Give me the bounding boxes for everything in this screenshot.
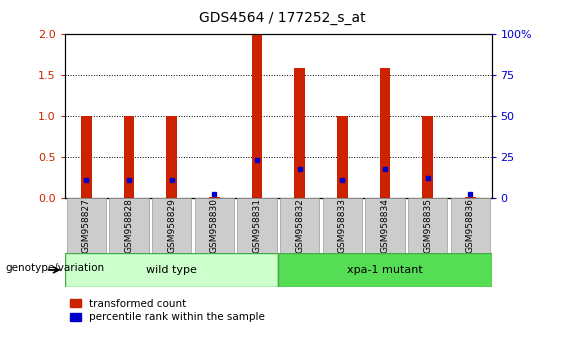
Bar bbox=[209, 196, 220, 198]
Bar bbox=[465, 196, 476, 198]
Bar bbox=[408, 198, 447, 253]
Bar bbox=[323, 198, 362, 253]
Bar bbox=[451, 198, 490, 253]
Bar bbox=[81, 116, 92, 198]
Bar bbox=[337, 116, 347, 198]
Text: GSM958829: GSM958829 bbox=[167, 198, 176, 253]
Text: GSM958832: GSM958832 bbox=[295, 198, 304, 253]
Bar bbox=[294, 68, 305, 198]
Text: GSM958831: GSM958831 bbox=[253, 198, 262, 253]
Bar bbox=[278, 253, 492, 287]
Bar bbox=[237, 198, 276, 253]
Bar bbox=[152, 198, 191, 253]
Text: GSM958836: GSM958836 bbox=[466, 198, 475, 253]
Bar bbox=[366, 198, 405, 253]
Bar bbox=[67, 198, 106, 253]
Bar bbox=[166, 116, 177, 198]
Text: GSM958827: GSM958827 bbox=[82, 198, 91, 253]
Bar bbox=[124, 116, 134, 198]
Bar bbox=[195, 198, 234, 253]
Text: GSM958830: GSM958830 bbox=[210, 198, 219, 253]
Bar bbox=[110, 198, 149, 253]
Bar bbox=[380, 68, 390, 198]
Text: GSM958828: GSM958828 bbox=[124, 198, 133, 253]
Text: GDS4564 / 177252_s_at: GDS4564 / 177252_s_at bbox=[199, 11, 366, 25]
Text: GSM958834: GSM958834 bbox=[380, 198, 389, 253]
Bar bbox=[65, 253, 278, 287]
Bar bbox=[422, 116, 433, 198]
Text: GSM958833: GSM958833 bbox=[338, 198, 347, 253]
Text: wild type: wild type bbox=[146, 265, 197, 275]
Text: GSM958835: GSM958835 bbox=[423, 198, 432, 253]
Text: xpa-1 mutant: xpa-1 mutant bbox=[347, 265, 423, 275]
Text: genotype/variation: genotype/variation bbox=[6, 263, 105, 273]
Legend: transformed count, percentile rank within the sample: transformed count, percentile rank withi… bbox=[70, 299, 265, 322]
Bar bbox=[251, 34, 262, 198]
Bar bbox=[280, 198, 319, 253]
